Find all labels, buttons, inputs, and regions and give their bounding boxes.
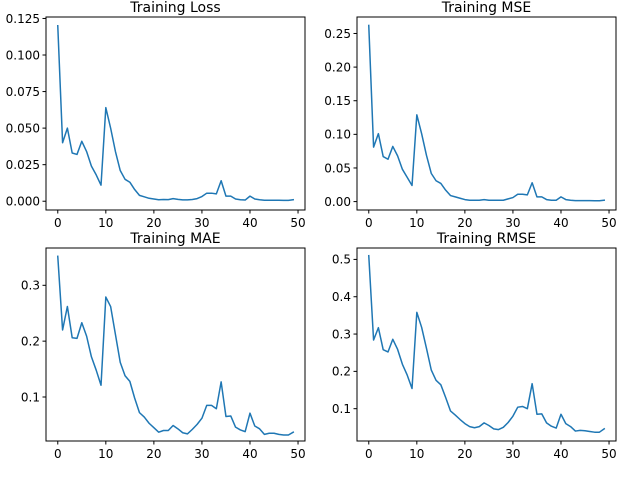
x-tick-label-mse: 0 bbox=[365, 216, 373, 230]
x-tick-label-loss: 40 bbox=[242, 216, 257, 230]
x-tick-label-mse: 50 bbox=[601, 216, 616, 230]
y-tick-label-mae: 0.3 bbox=[21, 279, 40, 293]
x-tick-label-mse: 20 bbox=[457, 216, 472, 230]
series-line-loss bbox=[56, 24, 295, 202]
x-tick-label-loss: 20 bbox=[146, 216, 161, 230]
x-tick-label-rmse: 40 bbox=[553, 447, 568, 461]
x-tick-label-loss: 0 bbox=[54, 216, 62, 230]
axes-frame-loss bbox=[45, 16, 306, 211]
y-tick-label-mse: 0.00 bbox=[324, 195, 351, 209]
x-tick-label-rmse: 10 bbox=[409, 447, 424, 461]
series-line-mse bbox=[367, 24, 606, 202]
x-tick-label-mae: 10 bbox=[98, 447, 113, 461]
y-tick-label-mse: 0.25 bbox=[324, 27, 351, 41]
x-tick-label-loss: 10 bbox=[98, 216, 113, 230]
y-tick-label-mae: 0.1 bbox=[21, 390, 40, 404]
x-tick-label-mae: 30 bbox=[194, 447, 209, 461]
y-tick-label-mse: 0.10 bbox=[324, 128, 351, 142]
y-tick-label-rmse: 0.2 bbox=[332, 365, 351, 379]
x-tick-label-rmse: 0 bbox=[365, 447, 373, 461]
chart-title-loss: Training Loss bbox=[129, 0, 220, 16]
x-tick-label-mae: 50 bbox=[290, 447, 305, 461]
y-tick-label-loss: 0.125 bbox=[6, 12, 40, 26]
y-tick-label-loss: 0.075 bbox=[6, 85, 40, 99]
y-tick-label-mse: 0.05 bbox=[324, 161, 351, 175]
x-tick-label-loss: 30 bbox=[194, 216, 209, 230]
y-tick-label-rmse: 0.4 bbox=[332, 290, 351, 304]
series-line-mae bbox=[56, 255, 295, 436]
x-tick-label-mse: 40 bbox=[553, 216, 568, 230]
axes-frame-mae bbox=[45, 247, 306, 442]
axes-frame-mse bbox=[356, 16, 617, 211]
y-tick-label-mse: 0.15 bbox=[324, 94, 351, 108]
x-tick-label-mae: 40 bbox=[242, 447, 257, 461]
y-tick-label-loss: 0.025 bbox=[6, 158, 40, 172]
x-tick-label-loss: 50 bbox=[290, 216, 305, 230]
y-tick-label-mse: 0.20 bbox=[324, 60, 351, 74]
series-line-rmse bbox=[367, 254, 606, 433]
y-tick-label-rmse: 0.5 bbox=[332, 253, 351, 267]
y-tick-label-rmse: 0.1 bbox=[332, 402, 351, 416]
y-tick-label-loss: 0.100 bbox=[6, 48, 40, 62]
x-tick-label-rmse: 50 bbox=[601, 447, 616, 461]
axes-frame-rmse bbox=[356, 247, 617, 442]
y-tick-label-mae: 0.2 bbox=[21, 334, 40, 348]
x-tick-label-mse: 10 bbox=[409, 216, 424, 230]
panel-mse: Training MSE 0 10 20 30 40 50 0.00 0.05 0.10 0.15 0… bbox=[324, 0, 616, 230]
y-tick-label-loss: 0.000 bbox=[6, 195, 40, 209]
panel-rmse: Training RMSE 0 10 20 30 40 50 0.1 0.2 0.3 0.4 0.5 bbox=[332, 231, 617, 461]
y-tick-label-loss: 0.050 bbox=[6, 121, 40, 135]
x-tick-label-mse: 30 bbox=[505, 216, 520, 230]
y-tick-label-rmse: 0.3 bbox=[332, 327, 351, 341]
x-tick-label-rmse: 30 bbox=[505, 447, 520, 461]
x-tick-label-mae: 0 bbox=[54, 447, 62, 461]
x-tick-label-rmse: 20 bbox=[457, 447, 472, 461]
x-tick-label-mae: 20 bbox=[146, 447, 161, 461]
chart-title-mse: Training MSE bbox=[441, 0, 532, 16]
panel-loss: Training Loss 0 10 20 30 40 50 0.000 0.025 0.050 0… bbox=[6, 0, 306, 230]
chart-title-rmse: Training RMSE bbox=[436, 231, 536, 247]
chart-title-mae: Training MAE bbox=[129, 231, 220, 247]
panel-mae: Training MAE 0 10 20 30 40 50 0.1 0.2 0.3 bbox=[21, 231, 306, 461]
